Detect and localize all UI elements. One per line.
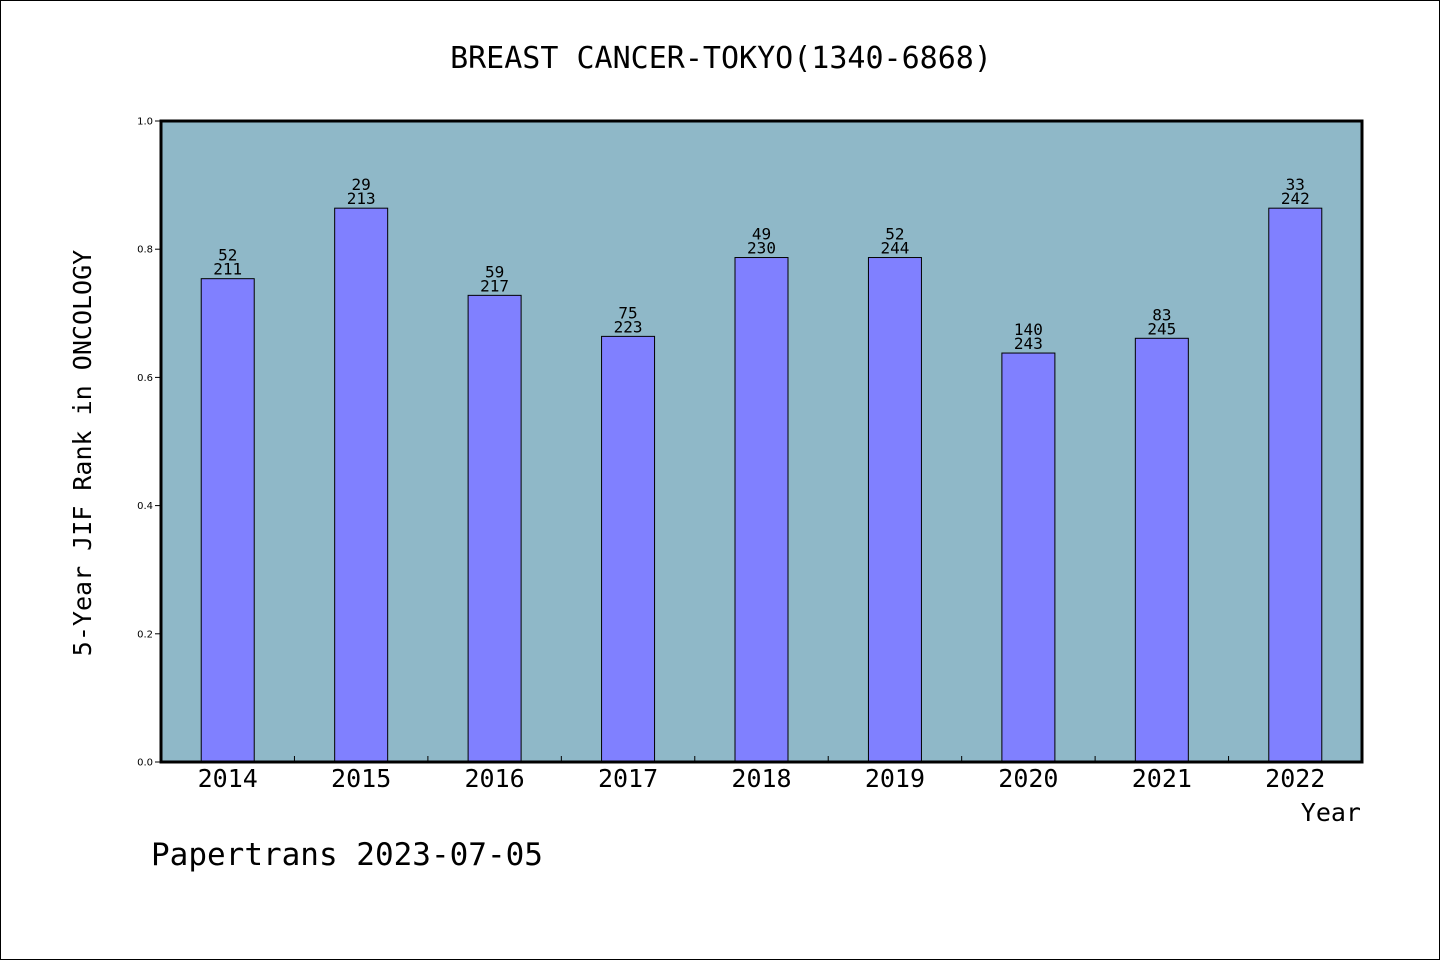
bar-series: 5221129213592177522349230522441402438324…	[200, 175, 1323, 763]
x-tick-label: 2018	[731, 764, 791, 793]
x-tick-label: 2020	[998, 764, 1058, 793]
y-tick-label: 1.0	[137, 117, 153, 128]
bar-total-label: 211	[213, 260, 242, 279]
bar	[1001, 352, 1056, 763]
y-tick-label: 0.0	[137, 758, 153, 769]
x-tick-label: 2015	[331, 764, 391, 793]
bar	[867, 257, 922, 763]
bar-rank-label: 29	[352, 175, 371, 194]
bar-rank-label: 75	[618, 303, 637, 322]
bar-rank-label: 33	[1286, 175, 1305, 194]
y-tick-label: 0.8	[137, 245, 153, 256]
bar-total-label: 223	[614, 317, 643, 336]
bar-rank-label: 83	[1152, 305, 1171, 324]
bar	[467, 294, 522, 763]
bar	[1134, 337, 1189, 763]
bar	[601, 335, 656, 763]
bar-total-label: 242	[1281, 189, 1310, 208]
y-axis-label: 5-Year JIF Rank in ONCOLOGY	[68, 250, 97, 656]
y-tick-label: 0.4	[137, 501, 153, 512]
x-axis: 2014 2015 2016 2017 2018 2019 2020 2021 2022	[198, 756, 1325, 793]
bar-total-label: 230	[747, 239, 776, 258]
x-tick-label: 2014	[198, 764, 258, 793]
bar-rank-label: 49	[752, 225, 771, 244]
x-tick-label: 2021	[1132, 764, 1192, 793]
y-tick-label: 0.2	[137, 629, 153, 640]
chart-title: BREAST CANCER-TOKYO(1340-6868)	[450, 41, 992, 76]
bar	[200, 278, 255, 763]
y-axis: 0.0 0.2 0.4 0.6 0.8 1.0	[137, 117, 161, 769]
x-tick-label: 2016	[465, 764, 525, 793]
y-tick-label: 0.6	[137, 373, 153, 384]
bar-total-label: 213	[347, 189, 376, 208]
bar-total-label: 245	[1147, 319, 1176, 338]
footer-credit: Papertrans 2023-07-05	[151, 837, 543, 873]
x-axis-label: Year	[1301, 798, 1361, 827]
bar-rank-label: 140	[1014, 320, 1043, 339]
x-tick-label: 2017	[598, 764, 658, 793]
bar-total-label: 244	[880, 239, 909, 258]
x-tick-label: 2022	[1265, 764, 1325, 793]
plot-frame	[159, 119, 1364, 764]
bar	[1268, 207, 1323, 763]
bar-total-label: 243	[1014, 334, 1043, 353]
bar	[734, 257, 789, 763]
bar-rank-label: 59	[485, 262, 504, 281]
bar-rank-label: 52	[218, 246, 237, 265]
bar-total-label: 217	[480, 276, 509, 295]
bar	[334, 207, 389, 763]
bar-rank-label: 52	[885, 225, 904, 244]
x-tick-label: 2019	[865, 764, 925, 793]
